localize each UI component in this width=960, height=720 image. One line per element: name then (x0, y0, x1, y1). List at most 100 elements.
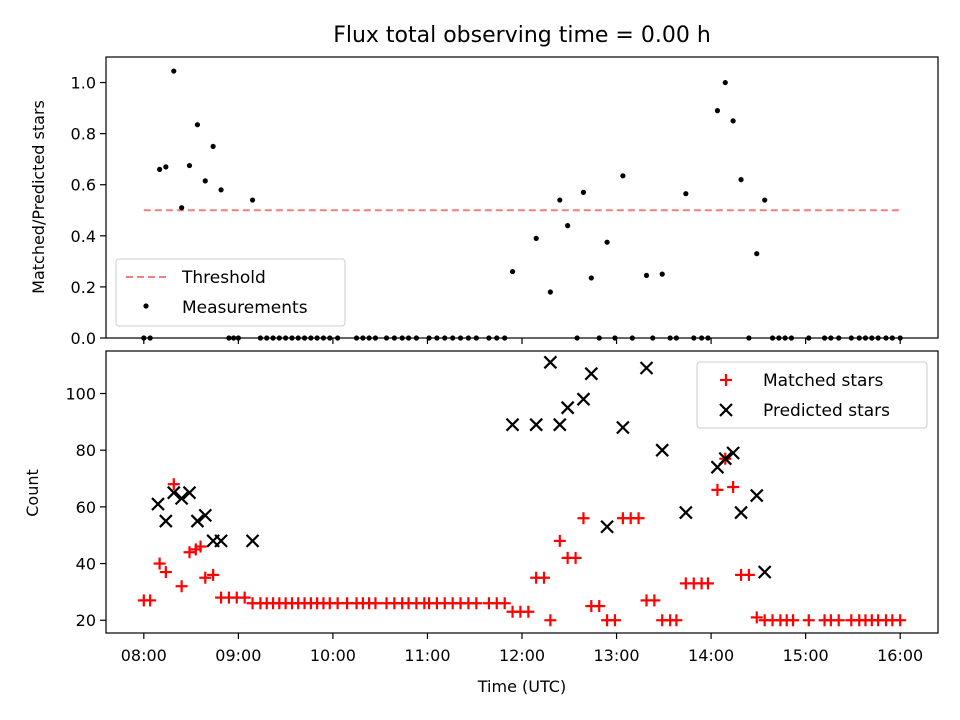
top-panel: Flux total observing time = 0.00 h Match… (29, 23, 939, 348)
predicted-star-point (639, 361, 654, 375)
predicted-star-point (159, 514, 173, 528)
measurement-point (738, 177, 744, 183)
top-ylabel: Matched/Predicted stars (29, 100, 48, 294)
top-ytick-label: 0.4 (71, 227, 96, 246)
bottom-axes-frame (105, 350, 939, 634)
matched-star-point (727, 481, 740, 494)
matched-star-point (750, 611, 763, 624)
predicted-star-point (553, 417, 567, 432)
matched-star-point (569, 551, 582, 564)
predicted-star-point (718, 451, 733, 466)
bottom-ytick-label: 20 (76, 611, 96, 630)
bottom-panel: Count Time (UTC) 20 40 60 80 100 08:00 09:00 1… (23, 350, 939, 696)
bottom-xtick-label: 08:00 (121, 646, 167, 665)
top-ytick-label: 0.0 (71, 329, 96, 348)
matched-star-point (159, 566, 172, 579)
matched-star-point (787, 614, 800, 627)
measurement-point (202, 178, 208, 184)
measurement-point (730, 118, 736, 124)
matched-star-point (470, 597, 483, 610)
measurements-legend-label: Measurements (182, 298, 308, 318)
measurement-point (157, 166, 163, 172)
measurement-point (588, 275, 594, 281)
predicted-star-point (655, 443, 669, 457)
measurement-point (659, 271, 665, 277)
measurement-point (620, 173, 626, 179)
measurement-point (557, 197, 563, 203)
top-legend-box (115, 258, 346, 327)
counts-layer (137, 355, 907, 627)
measurement-point (762, 197, 768, 203)
bottom-ytick-label: 80 (76, 441, 96, 460)
predicted-star-point (576, 392, 591, 406)
predicted-star-point (151, 497, 165, 511)
predicted-star-point (543, 355, 558, 370)
measurement-point (210, 143, 216, 150)
matched-star-point (670, 614, 683, 627)
bottom-xtick-label: 16:00 (877, 646, 923, 665)
measurement-point (179, 205, 185, 211)
matched-star-point (175, 580, 188, 593)
predicted-star-point (734, 505, 748, 520)
bottom-xtick-label: 13:00 (593, 646, 639, 665)
predicted-star-point (560, 400, 575, 415)
matched-star-point (701, 577, 714, 590)
measurement-point (249, 197, 256, 203)
measurement-point (643, 272, 650, 279)
matched-star-point (593, 600, 606, 613)
measurement-point (171, 68, 177, 74)
matched-star-point (742, 568, 755, 581)
matched-star-point (167, 478, 180, 491)
bottom-ytick-label: 40 (76, 555, 96, 574)
chart-title: Flux total observing time = 0.00 h (333, 23, 711, 48)
bottom-xtick-label: 14:00 (688, 646, 734, 665)
measurement-point (683, 191, 689, 197)
top-ytick-label: 1.0 (71, 74, 96, 93)
predicted-star-point (245, 534, 260, 548)
bottom-legend-box (696, 361, 928, 429)
predicted-star-point (190, 514, 205, 528)
bottom-xtick-label: 11:00 (404, 646, 450, 665)
matched-star-point (608, 614, 621, 627)
bottom-xlabel: Time (UTC) (477, 677, 566, 696)
predicted-star-point (198, 508, 213, 523)
top-legend: Threshold Measurements (115, 258, 346, 327)
predicted-star-point (529, 417, 543, 432)
matched-star-point (577, 512, 590, 525)
measurement-point (565, 223, 571, 229)
matched-star-point (711, 483, 724, 496)
predicted-legend-swatch (719, 403, 733, 417)
predicted-star-point (726, 446, 740, 460)
matched-star-point (894, 614, 907, 627)
bottom-ylabel: Count (23, 469, 42, 517)
matched-star-point (522, 605, 535, 618)
measurement-point (163, 164, 169, 170)
matched-legend-label: Matched stars (763, 371, 883, 391)
matched-star-point (832, 614, 845, 627)
bottom-y-ticks: 20 40 60 80 100 (65, 385, 106, 630)
predicted-star-point (167, 485, 181, 500)
measurement-point (547, 289, 553, 295)
matched-star-point (648, 594, 661, 607)
measurement-point (194, 122, 201, 128)
bottom-ytick-label: 60 (76, 498, 96, 517)
matched-star-point (544, 614, 557, 627)
top-x-ticks (143, 338, 901, 344)
bottom-xtick-label: 15:00 (783, 646, 829, 665)
measurement-point (533, 235, 539, 241)
measurement-point (509, 268, 516, 275)
predicted-star-point (616, 420, 630, 435)
predicted-star-point (182, 485, 197, 500)
matched-star-point (498, 597, 511, 610)
top-ytick-label: 0.8 (71, 125, 96, 144)
bottom-ytick-label: 100 (65, 385, 96, 404)
predicted-star-point (600, 519, 614, 534)
matched-star-point (194, 540, 207, 553)
predicted-star-point (679, 505, 693, 520)
measurements-legend-swatch (143, 303, 149, 309)
predicted-legend-label: Predicted stars (763, 401, 890, 421)
matched-star-point (538, 571, 551, 584)
measurement-point (186, 162, 193, 169)
